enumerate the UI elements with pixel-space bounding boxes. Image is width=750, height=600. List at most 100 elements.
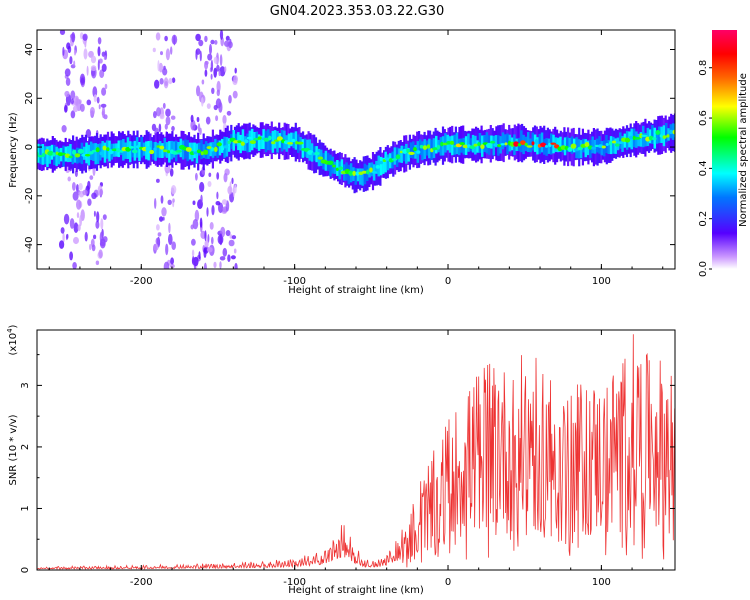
spectrogram-noise-cell bbox=[101, 63, 107, 72]
snr-x-tick-label: 0 bbox=[445, 577, 451, 588]
spectrogram-peak bbox=[162, 149, 168, 153]
spectrogram-noise-cell bbox=[163, 261, 170, 269]
spectrogram-noise-cell bbox=[165, 243, 169, 256]
spectrogram-peak bbox=[624, 137, 631, 143]
spectrogram-peak bbox=[570, 143, 577, 149]
spectrogram-noise-cell bbox=[155, 237, 160, 245]
spectrogram-noise-cell bbox=[159, 113, 165, 120]
spectrogram-peak bbox=[634, 137, 641, 140]
spectrogram-noise-cell bbox=[69, 56, 73, 65]
spectrogram-noise-cell bbox=[191, 238, 196, 246]
spectrogram-peak bbox=[317, 156, 324, 160]
spectrogram-peak bbox=[223, 145, 229, 149]
spectrogram-noise-cell bbox=[83, 48, 88, 60]
spectrogram-noise-cell bbox=[170, 263, 175, 269]
spectrogram-band bbox=[455, 132, 459, 155]
spectrogram-peak bbox=[422, 145, 428, 150]
spectrogram-noise-cell bbox=[219, 66, 226, 77]
spectrogram-band bbox=[441, 136, 445, 156]
spectrogram-peak bbox=[617, 141, 624, 145]
spectrogram-peak bbox=[91, 149, 97, 153]
spectrogram-noise-cell bbox=[206, 247, 213, 253]
spectrogram-band bbox=[501, 132, 505, 150]
spectrogram-peak bbox=[504, 142, 508, 146]
spectrogram-peak bbox=[276, 136, 283, 141]
snr-x-tick-label: -200 bbox=[130, 577, 153, 588]
spectrogram-peak bbox=[257, 136, 262, 140]
snr-x-tick-label: -100 bbox=[283, 577, 306, 588]
spectrogram-noise-cell bbox=[195, 172, 198, 181]
spectrogram-peak bbox=[102, 145, 107, 151]
spectrogram-band bbox=[354, 168, 357, 185]
spectrogram-peak bbox=[237, 140, 242, 144]
spectrogram-peak bbox=[477, 142, 481, 147]
spectrogram-x-tick-label: 0 bbox=[445, 276, 451, 287]
spectrogram-band bbox=[361, 168, 364, 186]
spectrogram-noise-cell bbox=[199, 181, 205, 193]
spectrogram-band bbox=[405, 143, 408, 164]
spectrogram-peak bbox=[287, 142, 294, 145]
spectrogram-peak bbox=[591, 146, 597, 150]
spectrogram-noise-cell bbox=[216, 64, 220, 72]
spectrogram-peak bbox=[473, 143, 478, 147]
spectrogram-band bbox=[363, 163, 367, 185]
spectrogram-band bbox=[200, 139, 203, 160]
spectrogram-peak bbox=[486, 142, 493, 149]
spectrogram-noise-cell bbox=[157, 60, 160, 72]
spectrogram-noise-cell bbox=[201, 79, 205, 85]
spectrogram-band bbox=[129, 141, 132, 163]
spectrogram-band bbox=[559, 136, 562, 152]
snr-x-tick-label: 100 bbox=[592, 577, 611, 588]
spectrogram-peak bbox=[459, 142, 465, 146]
spectrogram-band bbox=[62, 145, 65, 167]
spectrogram-band bbox=[57, 148, 61, 165]
spectrogram-band bbox=[637, 133, 640, 147]
spectrogram-band bbox=[69, 144, 72, 162]
spectrogram-noise-cell bbox=[60, 227, 65, 234]
spectrogram-noise-cell bbox=[103, 114, 108, 120]
spectrogram-noise-cell bbox=[101, 51, 106, 57]
spectrogram-noise-cell bbox=[63, 213, 70, 225]
spectrogram-peak bbox=[74, 153, 81, 158]
spectrogram-noise-cell bbox=[160, 51, 163, 56]
spectrogram-noise-cell bbox=[227, 254, 231, 262]
spectrogram-peak bbox=[244, 139, 249, 144]
colorbar-tick-label: 0.4 bbox=[698, 160, 709, 176]
spectrogram-band bbox=[400, 145, 403, 163]
spectrogram-peak bbox=[540, 142, 547, 148]
colorbar-ticks: 0.0 0.2 0.4 0.6 0.8 bbox=[698, 60, 712, 277]
spectrogram-peak bbox=[338, 166, 344, 171]
spectrogram-noise-cell bbox=[156, 107, 161, 117]
spectrogram-noise-cell bbox=[219, 54, 223, 67]
spectrogram-peak bbox=[128, 146, 135, 149]
spectrogram-peak bbox=[413, 147, 417, 152]
spectrogram-band bbox=[451, 135, 454, 156]
spectrogram-noise-cell bbox=[70, 98, 74, 105]
spectrogram-noise-cell bbox=[213, 67, 217, 78]
spectrogram-peak bbox=[615, 143, 620, 147]
spectrogram-noise-cell bbox=[190, 114, 194, 123]
spectrogram-noise-cell bbox=[228, 41, 233, 49]
spectrogram-peak bbox=[432, 147, 439, 151]
spectrogram-noise-cell bbox=[204, 239, 209, 248]
spectrogram-noise-cell bbox=[66, 233, 69, 239]
spectrogram-noise-cell bbox=[231, 177, 234, 184]
spectrogram-peak bbox=[489, 140, 496, 144]
spectrogram-noise-cell bbox=[85, 129, 92, 138]
spectrogram-peak bbox=[469, 145, 476, 150]
spectrogram-peak bbox=[513, 141, 519, 147]
spectrogram-band bbox=[448, 136, 452, 153]
spectrogram-noise-cell bbox=[61, 125, 67, 133]
spectrogram-peak bbox=[291, 138, 296, 143]
spectrogram-noise-cell bbox=[84, 231, 88, 242]
spectrogram-peak bbox=[167, 150, 171, 154]
colorbar-tick-label: 0.8 bbox=[698, 60, 709, 76]
spectrogram-noise-cell bbox=[73, 95, 80, 107]
spectrogram-band bbox=[119, 140, 123, 156]
spectrogram-band bbox=[619, 132, 622, 149]
spectrogram-peak bbox=[584, 142, 590, 147]
spectrogram-peak bbox=[666, 134, 670, 138]
spectrogram-noise-cell bbox=[215, 115, 219, 122]
spectrogram-noise-cell bbox=[211, 205, 215, 216]
spectrogram-noise-cell bbox=[72, 262, 77, 269]
